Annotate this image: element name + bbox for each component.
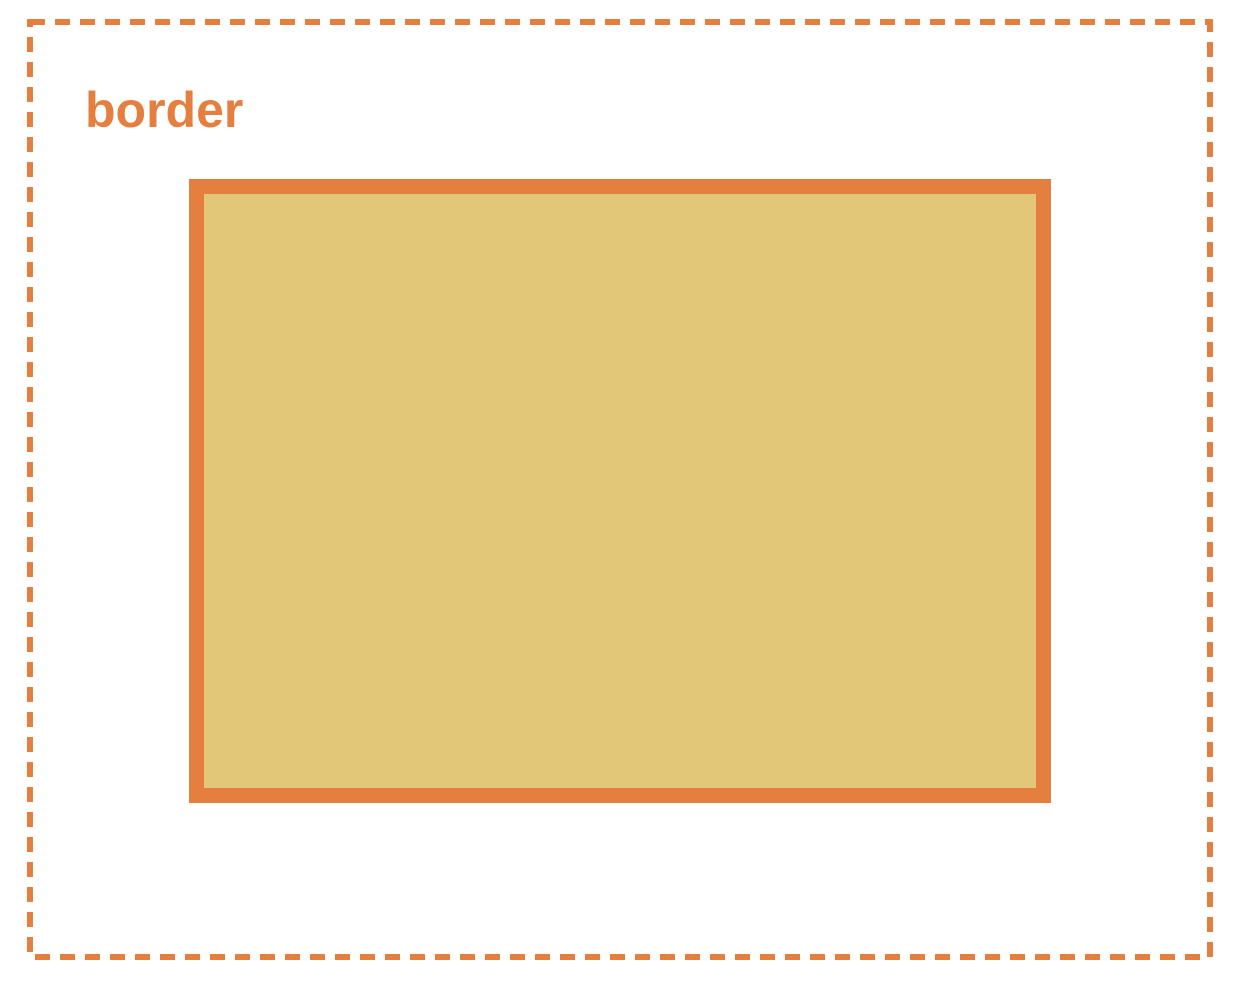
border-box bbox=[189, 179, 1051, 803]
border-label: border bbox=[85, 82, 244, 138]
dashed-rect bbox=[27, 19, 1213, 960]
